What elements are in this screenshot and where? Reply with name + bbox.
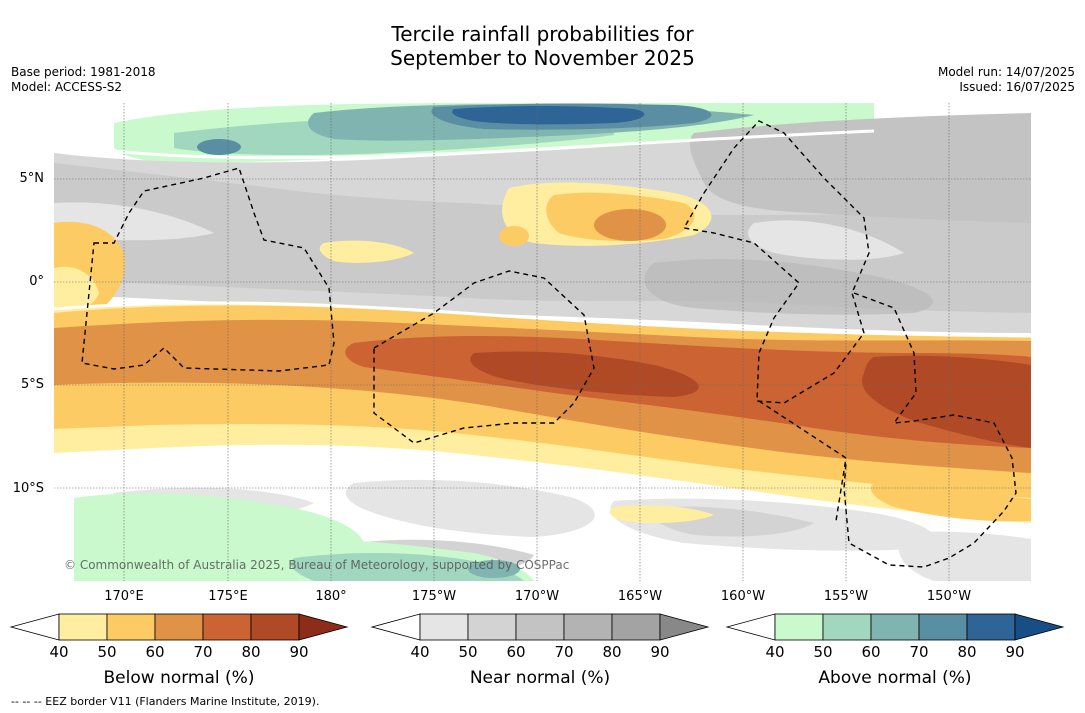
eez-borders (81, 120, 1017, 568)
copyright-notice: © Commonwealth of Australia 2025, Bureau… (64, 558, 570, 572)
above-swatch-40-50 (774, 613, 824, 641)
above-swatch-50-60 (822, 613, 872, 641)
below-swatch-50-60 (106, 613, 156, 641)
category-boundaries (54, 129, 1031, 338)
colorbar-near-normal (370, 613, 710, 641)
lon-label-170e: 170°E (104, 589, 144, 604)
lat-label-5n: 5°N (19, 171, 45, 186)
lon-label-175w: 175°W (411, 589, 457, 604)
map-canvas (54, 103, 1031, 581)
lon-label-165w: 165°W (617, 589, 663, 604)
below-extend-high (298, 613, 349, 641)
near-tick-40: 40 (410, 643, 430, 661)
eez-border-kiribati-line (682, 120, 870, 404)
above-normal-title: Above normal (%) (818, 668, 972, 688)
above-normal-north (54, 103, 874, 164)
above-extend-high (1014, 613, 1065, 641)
lon-label-160w: 160°W (720, 589, 766, 604)
above-swatch-60-70 (870, 613, 920, 641)
above-tick-70: 70 (909, 643, 929, 661)
issued-date: Issued: 16/07/2025 (959, 80, 1075, 94)
model-name: Model: ACCESS-S2 (11, 80, 123, 94)
below-swatch-40-50 (58, 613, 108, 641)
near-tick-50: 50 (458, 643, 478, 661)
base-period: Base period: 1981-2018 (11, 65, 156, 79)
below-tick-90: 90 (289, 643, 309, 661)
below-swatch-70-80 (202, 613, 252, 641)
lon-label-155w: 155°W (823, 589, 869, 604)
near-tick-70: 70 (554, 643, 574, 661)
below-normal-main-band (54, 301, 1031, 523)
near-tick-80: 80 (602, 643, 622, 661)
eez-border-south (758, 400, 847, 522)
below-swatch-80-90 (250, 613, 300, 641)
near-normal-north (54, 113, 1031, 333)
below-normal-title: Below normal (%) (103, 668, 255, 688)
below-tick-80: 80 (241, 643, 261, 661)
above-swatch-70-80 (918, 613, 968, 641)
graticule (54, 103, 1031, 581)
near-extend-low (370, 613, 421, 641)
lon-label-170w: 170°W (514, 589, 560, 604)
map-title: Tercile rainfall probabilities for Septe… (0, 22, 1085, 70)
rainfall-probability-map (54, 103, 1031, 581)
metadata-left: Base period: 1981-2018 Model: ACCESS-S2 (11, 65, 156, 95)
metadata-right: Model run: 14/07/2025 Issued: 16/07/2025 (938, 65, 1075, 95)
near-swatch-40-50 (419, 613, 469, 641)
below-tick-60: 60 (145, 643, 165, 661)
below-normal-west (54, 221, 125, 318)
eez-border-marquesas (843, 292, 1017, 568)
lon-label-180: 180° (315, 589, 347, 604)
below-swatch-60-70 (154, 613, 204, 641)
above-extend-low (725, 613, 776, 641)
near-extend-high (659, 613, 710, 641)
near-tick-90: 90 (650, 643, 670, 661)
model-run-date: Model run: 14/07/2025 (937, 65, 1075, 79)
above-tick-40: 40 (765, 643, 785, 661)
below-tick-50: 50 (97, 643, 117, 661)
near-normal-title: Near normal (%) (469, 668, 611, 688)
lat-label-0: 0° (29, 274, 44, 289)
above-tick-90: 90 (1005, 643, 1025, 661)
title-line-1: Tercile rainfall probabilities for (391, 22, 694, 46)
lon-label-175e: 175°E (208, 589, 248, 604)
near-swatch-60-70 (515, 613, 565, 641)
below-normal-north-patch (319, 182, 712, 263)
lat-label-5s: 5°S (20, 377, 44, 392)
below-tick-70: 70 (193, 643, 213, 661)
near-swatch-50-60 (467, 613, 517, 641)
near-swatch-80-90 (611, 613, 661, 641)
above-normal-south (74, 493, 534, 581)
colorbar-above-normal (725, 613, 1065, 641)
below-normal-south-patches (609, 483, 1031, 523)
colorbars (9, 613, 1065, 641)
below-extend-low (9, 613, 60, 641)
above-tick-60: 60 (861, 643, 881, 661)
near-swatch-70-80 (563, 613, 613, 641)
below-tick-40: 40 (49, 643, 69, 661)
near-tick-60: 60 (506, 643, 526, 661)
lon-label-150w: 150°W (926, 589, 972, 604)
eez-footnote: -- -- -- EEZ border V11 (Flanders Marine… (11, 695, 320, 708)
eez-border-tuvalu (81, 167, 335, 372)
colorbar-below-normal (9, 613, 349, 641)
lat-label-10s: 10°S (12, 481, 44, 496)
above-tick-50: 50 (813, 643, 833, 661)
above-tick-80: 80 (957, 643, 977, 661)
above-swatch-80-90 (966, 613, 1016, 641)
title-line-2: September to November 2025 (390, 46, 695, 70)
